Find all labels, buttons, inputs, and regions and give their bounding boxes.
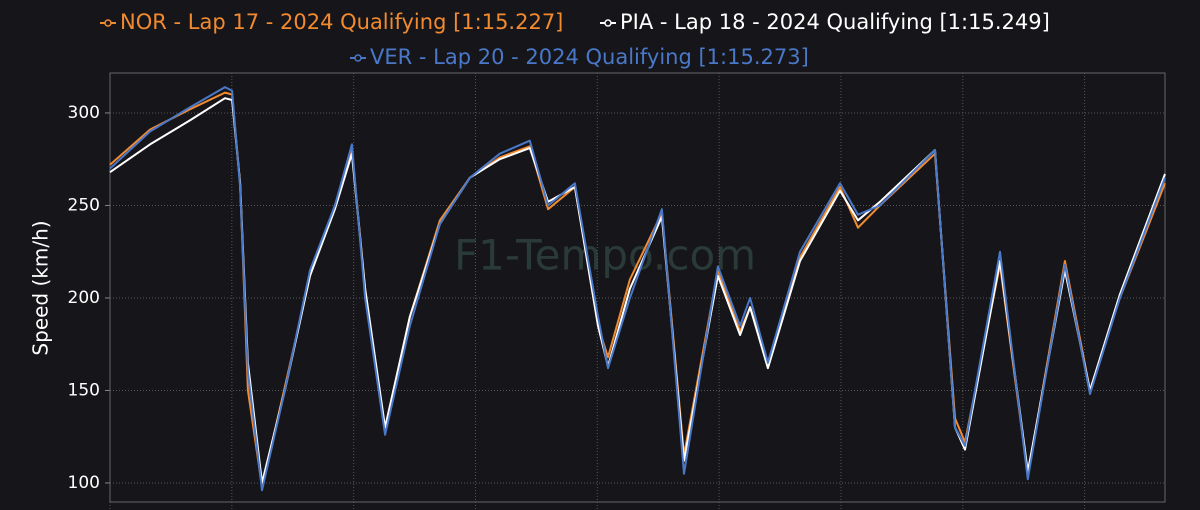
legend-label: VER - Lap 20 - 2024 Qualifying [1:15.273… <box>370 45 809 69</box>
y-tick-label: 250 <box>68 195 100 215</box>
legend-label: PIA - Lap 18 - 2024 Qualifying [1:15.249… <box>620 10 1050 34</box>
watermark: F1-Tempo.com <box>454 231 756 280</box>
y-tick-label: 150 <box>68 380 100 400</box>
y-axis-label: Speed (km/h) <box>29 220 53 355</box>
legend-label: NOR - Lap 17 - 2024 Qualifying [1:15.227… <box>120 10 563 34</box>
y-tick-label: 100 <box>68 473 100 493</box>
speed-line <box>109 86 1166 492</box>
plot-frame <box>109 72 1166 503</box>
y-tick-label: 300 <box>68 103 100 123</box>
y-tick-label: 200 <box>68 288 100 308</box>
legend-marker <box>104 19 112 27</box>
legend-marker <box>604 19 612 27</box>
legend-marker <box>354 54 362 62</box>
